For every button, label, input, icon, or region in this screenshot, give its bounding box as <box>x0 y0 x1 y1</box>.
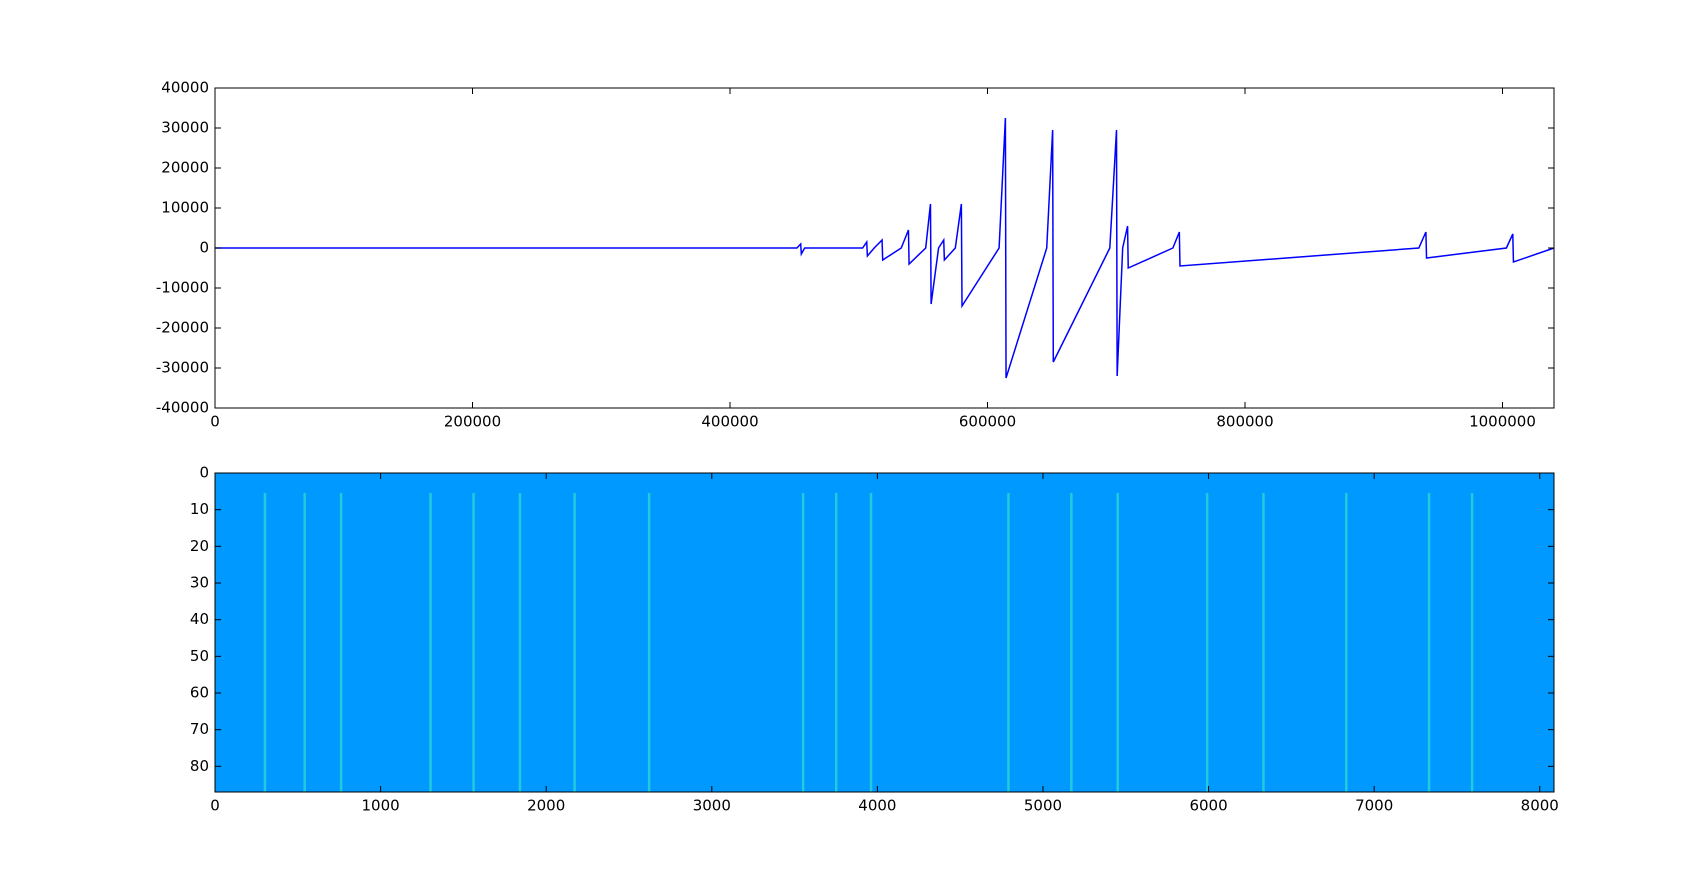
heatmap-stripe <box>1205 493 1209 792</box>
y-tick-label: 40 <box>190 610 209 628</box>
x-tick-label: 5000 <box>1024 797 1062 815</box>
x-tick-label: 600000 <box>959 413 1016 431</box>
heatmap-stripe <box>647 493 651 792</box>
x-tick-label: 1000000 <box>1469 413 1536 431</box>
heatmap-background <box>215 473 1554 792</box>
y-tick-label: 40000 <box>161 79 209 97</box>
x-tick-label: 400000 <box>701 413 758 431</box>
heatmap-stripe <box>472 493 475 792</box>
y-tick-label: -20000 <box>156 319 209 337</box>
x-tick-label: 0 <box>210 797 220 815</box>
y-tick-label: 30 <box>190 574 209 592</box>
y-tick-label: 20 <box>190 537 209 555</box>
heatmap-stripe <box>1007 493 1010 792</box>
heatmap-stripe <box>801 493 805 792</box>
x-tick-label: 800000 <box>1216 413 1273 431</box>
y-tick-label: 30000 <box>161 119 209 137</box>
heatmap-stripe <box>429 493 432 792</box>
y-tick-label: -30000 <box>156 359 209 377</box>
x-tick-label: 0 <box>210 413 220 431</box>
heatmap-stripe <box>834 493 838 792</box>
axes-frame <box>214 472 1555 793</box>
heatmap-stripe <box>518 493 522 792</box>
y-tick-label: -40000 <box>156 399 209 417</box>
heatmap-stripe <box>1116 493 1119 792</box>
heatmap-stripe <box>339 493 343 792</box>
heatmap-stripe <box>869 493 873 792</box>
y-tick-label: 0 <box>199 239 209 257</box>
heatmap-stripe <box>1427 493 1431 792</box>
y-tick-label: 70 <box>190 720 209 738</box>
x-tick-label: 8000 <box>1521 797 1559 815</box>
x-tick-label: 200000 <box>444 413 501 431</box>
heatmap-stripe <box>1070 493 1073 792</box>
y-tick-label: 20000 <box>161 159 209 177</box>
y-tick-label: -10000 <box>156 279 209 297</box>
x-tick-label: 6000 <box>1189 797 1227 815</box>
y-tick-label: 10000 <box>161 199 209 217</box>
y-tick-label: 80 <box>190 757 209 775</box>
y-tick-label: 0 <box>199 464 209 482</box>
x-tick-label: 7000 <box>1355 797 1393 815</box>
heatmap-stripe <box>303 493 306 792</box>
x-tick-label: 3000 <box>693 797 731 815</box>
x-tick-label: 2000 <box>527 797 565 815</box>
y-tick-label: 10 <box>190 500 209 518</box>
y-tick-label: 50 <box>190 647 209 665</box>
heatmap-stripe <box>1470 493 1474 792</box>
heatmap-stripe <box>263 493 267 792</box>
waveform <box>215 117 1555 379</box>
x-tick-label: 1000 <box>362 797 400 815</box>
heatmap-stripe <box>1262 493 1265 792</box>
y-tick-label: 60 <box>190 684 209 702</box>
heatmap-stripe <box>1345 493 1348 792</box>
heatmap-stripe <box>573 493 576 792</box>
x-tick-label: 4000 <box>858 797 896 815</box>
